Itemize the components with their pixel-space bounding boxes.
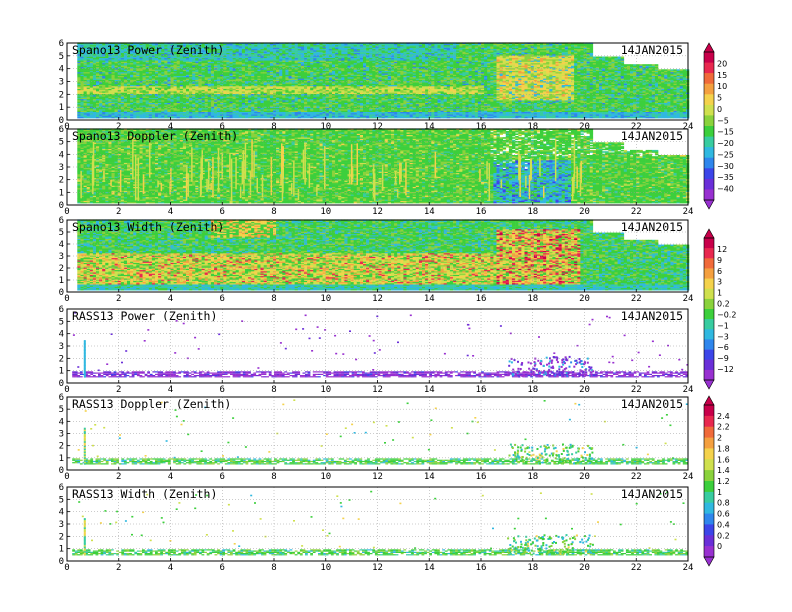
panel-1: 0 2 4 6 8 10 12 14 16 18 20 22 240123456 Spano13 Powe… [59, 39, 694, 132]
